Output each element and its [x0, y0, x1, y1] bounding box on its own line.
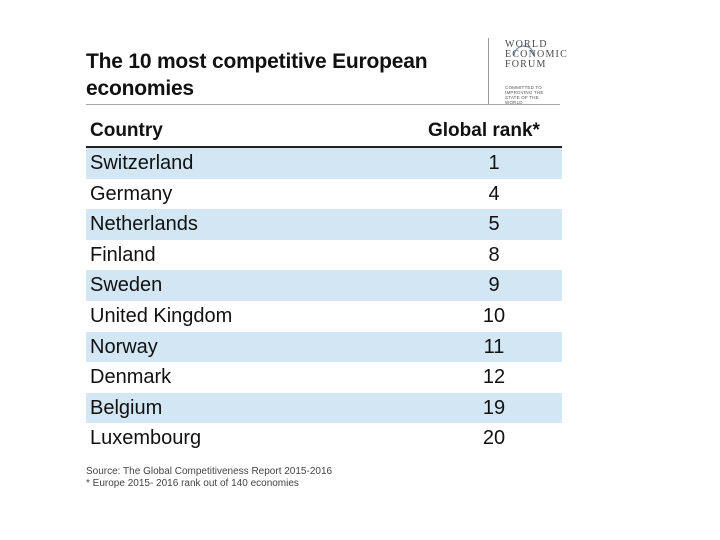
cell-rank: 19 — [482, 396, 506, 419]
logo-word-forum: FORUM — [505, 59, 547, 70]
cell-country: Denmark — [90, 366, 172, 389]
cell-country: Switzerland — [90, 152, 194, 174]
logo-word-economic: ECONOMIC — [505, 49, 568, 60]
cell-rank: 11 — [483, 335, 505, 358]
column-header-country: Country — [90, 120, 163, 141]
table-row: Finland 8 — [86, 239, 562, 271]
table-row: Switzerland 1 — [86, 148, 562, 179]
wef-logo: WORLD ECONOMIC FORUM COMMITTED TO IMPROV… — [488, 38, 567, 105]
cell-rank: 10 — [482, 304, 506, 327]
table-body: Switzerland 1 Germany 4 Netherlands 5 Finland 8… — [86, 148, 562, 454]
logo-word-world: WORLD — [505, 39, 548, 50]
table-row: Denmark 12 — [86, 362, 562, 393]
table-row: Norway 11 — [86, 331, 562, 363]
table-row: Luxembourg 20 — [86, 423, 562, 454]
chart-title: The 10 most competitive European economi… — [86, 50, 428, 100]
cell-rank: 20 — [482, 427, 506, 450]
cell-country: Belgium — [90, 396, 163, 419]
cell-country: Finland — [90, 243, 156, 266]
wef-arc-icon — [513, 45, 535, 57]
source-text: Source: The Global Competitiveness Repor… — [86, 466, 333, 477]
source-note: Source: The Global Competitiveness Repor… — [86, 466, 332, 490]
footnote-text: * Europe 2015- 2016 rank out of 140 econ… — [86, 478, 299, 489]
table-row: Belgium 19 — [86, 392, 562, 424]
cell-rank: 8 — [488, 243, 500, 266]
cell-country: Luxembourg — [90, 427, 202, 450]
cell-rank: 5 — [488, 213, 500, 236]
table-row: Netherlands 5 — [86, 209, 562, 240]
title-divider — [86, 104, 560, 105]
table-row: Sweden 9 — [86, 270, 562, 301]
cell-country: Sweden — [90, 274, 163, 297]
cell-rank: 9 — [488, 274, 500, 297]
cell-country: Netherlands — [90, 213, 198, 236]
table-row: Germany 4 — [86, 178, 562, 210]
cell-country: Norway — [90, 335, 158, 358]
column-header-rank: Global rank* — [428, 120, 540, 141]
ranking-table: Country Global rank* Switzerland 1 Germany… — [86, 116, 562, 454]
cell-rank: 12 — [482, 366, 506, 389]
cell-rank: 1 — [488, 152, 500, 174]
cell-country: Germany — [90, 182, 173, 205]
logo-tagline: COMMITTED TO IMPROVING THE STATE OF THE … — [505, 85, 544, 105]
cell-country: United Kingdom — [90, 304, 233, 327]
cell-rank: 4 — [488, 182, 500, 205]
table-header: Country Global rank* — [86, 116, 562, 148]
table-row: United Kingdom 10 — [86, 300, 562, 332]
